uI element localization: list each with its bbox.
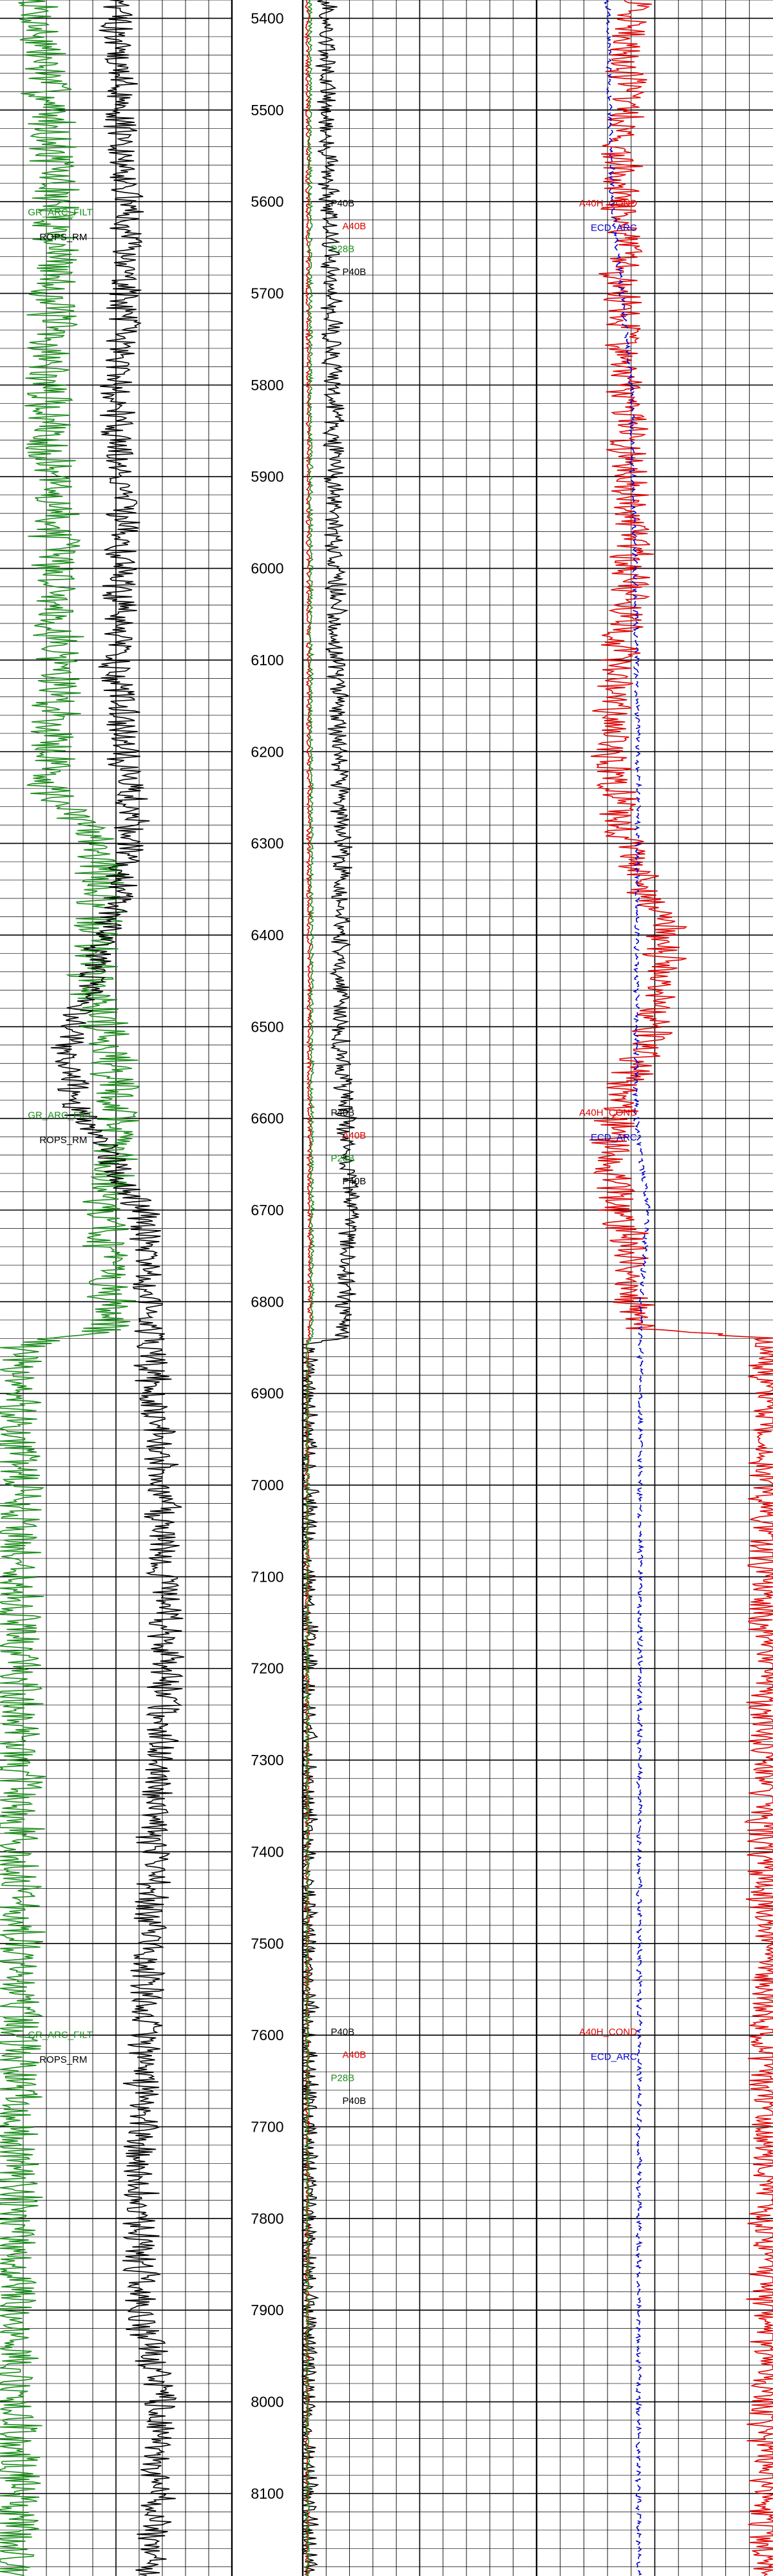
curve-label-ecd-arc: ECD_ARC xyxy=(591,1132,637,1143)
curve-label-p28b: P28B xyxy=(331,2072,355,2083)
depth-tick-label: 6100 xyxy=(251,652,283,668)
curve-a40h-cond xyxy=(589,0,773,2576)
depth-tick-label: 7100 xyxy=(251,1568,283,1585)
depth-tick-label: 8000 xyxy=(251,2394,283,2410)
curve-label-p40b: P40B xyxy=(343,2096,367,2107)
curve-label-p40b: P40B xyxy=(331,198,355,209)
curve-label-a40h-cond: A40H_COND xyxy=(579,198,637,209)
depth-tick-label: 6000 xyxy=(251,560,283,577)
depth-tick-label: 6200 xyxy=(251,743,283,760)
curve-label-a40h-cond: A40H_COND xyxy=(579,2027,637,2038)
curve-label-p28b: P28B xyxy=(331,1153,355,1164)
depth-tick-label: 6900 xyxy=(251,1385,283,1402)
depth-tick-label: 7200 xyxy=(251,1660,283,1677)
curve-p40b xyxy=(300,0,361,2576)
curve-rops-rm xyxy=(50,0,185,2576)
depth-tick-label: 5800 xyxy=(251,377,283,393)
curve-label-a40b: A40B xyxy=(343,1130,367,1141)
depth-tick-label: 6600 xyxy=(251,1110,283,1127)
curve-p28b xyxy=(303,0,316,2576)
curve-label-rops-rm: ROPS_RM xyxy=(39,232,87,243)
depth-tick-label: 7900 xyxy=(251,2302,283,2318)
curve-labels: GR_ARC_FILT ROPS_RM GR_ARC_FILT ROPS_RM GR_A… xyxy=(28,198,637,2107)
curve-label-ecd-arc: ECD_ARC xyxy=(591,2052,637,2063)
depth-tick-label: 6500 xyxy=(251,1018,283,1035)
curve-ecd-arc xyxy=(604,0,651,2576)
depth-tick-label: 6800 xyxy=(251,1293,283,1310)
curve-label-a40b: A40B xyxy=(343,221,367,232)
curve-label-a40b: A40B xyxy=(343,2050,367,2061)
depth-axis: 5400 5500 5600 5700 5800 5900 6000 6100 6200 6300… xyxy=(251,10,283,2501)
curve-label-p40b: P40B xyxy=(343,1176,367,1187)
curve-label-p40b: P40B xyxy=(331,1107,355,1118)
depth-tick-label: 7400 xyxy=(251,1843,283,1860)
depth-tick-label: 5900 xyxy=(251,468,283,485)
depth-tick-label: 7300 xyxy=(251,1752,283,1768)
curve-label-gr-arc-filt: GR_ARC_FILT xyxy=(28,207,93,218)
curve-label-a40h-cond: A40H_COND xyxy=(579,1107,637,1118)
depth-tick-label: 5400 xyxy=(251,10,283,26)
depth-tick-label: 8100 xyxy=(251,2485,283,2502)
curve-label-rops-rm: ROPS_RM xyxy=(39,2054,87,2065)
depth-tick-label: 5500 xyxy=(251,102,283,118)
curve-label-p28b: P28B xyxy=(331,243,355,254)
curve-label-gr-arc-filt: GR_ARC_FILT xyxy=(28,2029,93,2040)
depth-tick-label: 6700 xyxy=(251,1202,283,1218)
depth-tick-label: 7500 xyxy=(251,1935,283,1952)
curve-label-ecd-arc: ECD_ARC xyxy=(591,223,637,234)
depth-tick-label: 7600 xyxy=(251,2027,283,2043)
depth-tick-label: 6400 xyxy=(251,927,283,943)
curve-label-p40b: P40B xyxy=(343,267,367,278)
curve-label-p40b: P40B xyxy=(331,2027,355,2038)
depth-tick-label: 7700 xyxy=(251,2118,283,2135)
curve-label-gr-arc-filt: GR_ARC_FILT xyxy=(28,1110,93,1121)
depth-tick-label: 7000 xyxy=(251,1477,283,1493)
depth-tick-label: 7800 xyxy=(251,2210,283,2227)
depth-tick-label: 5600 xyxy=(251,193,283,210)
curve-gr-arc-filt xyxy=(0,0,140,2576)
depth-tick-label: 6300 xyxy=(251,835,283,852)
depth-tick-label: 5700 xyxy=(251,285,283,302)
curve-label-rops-rm: ROPS_RM xyxy=(39,1135,87,1146)
